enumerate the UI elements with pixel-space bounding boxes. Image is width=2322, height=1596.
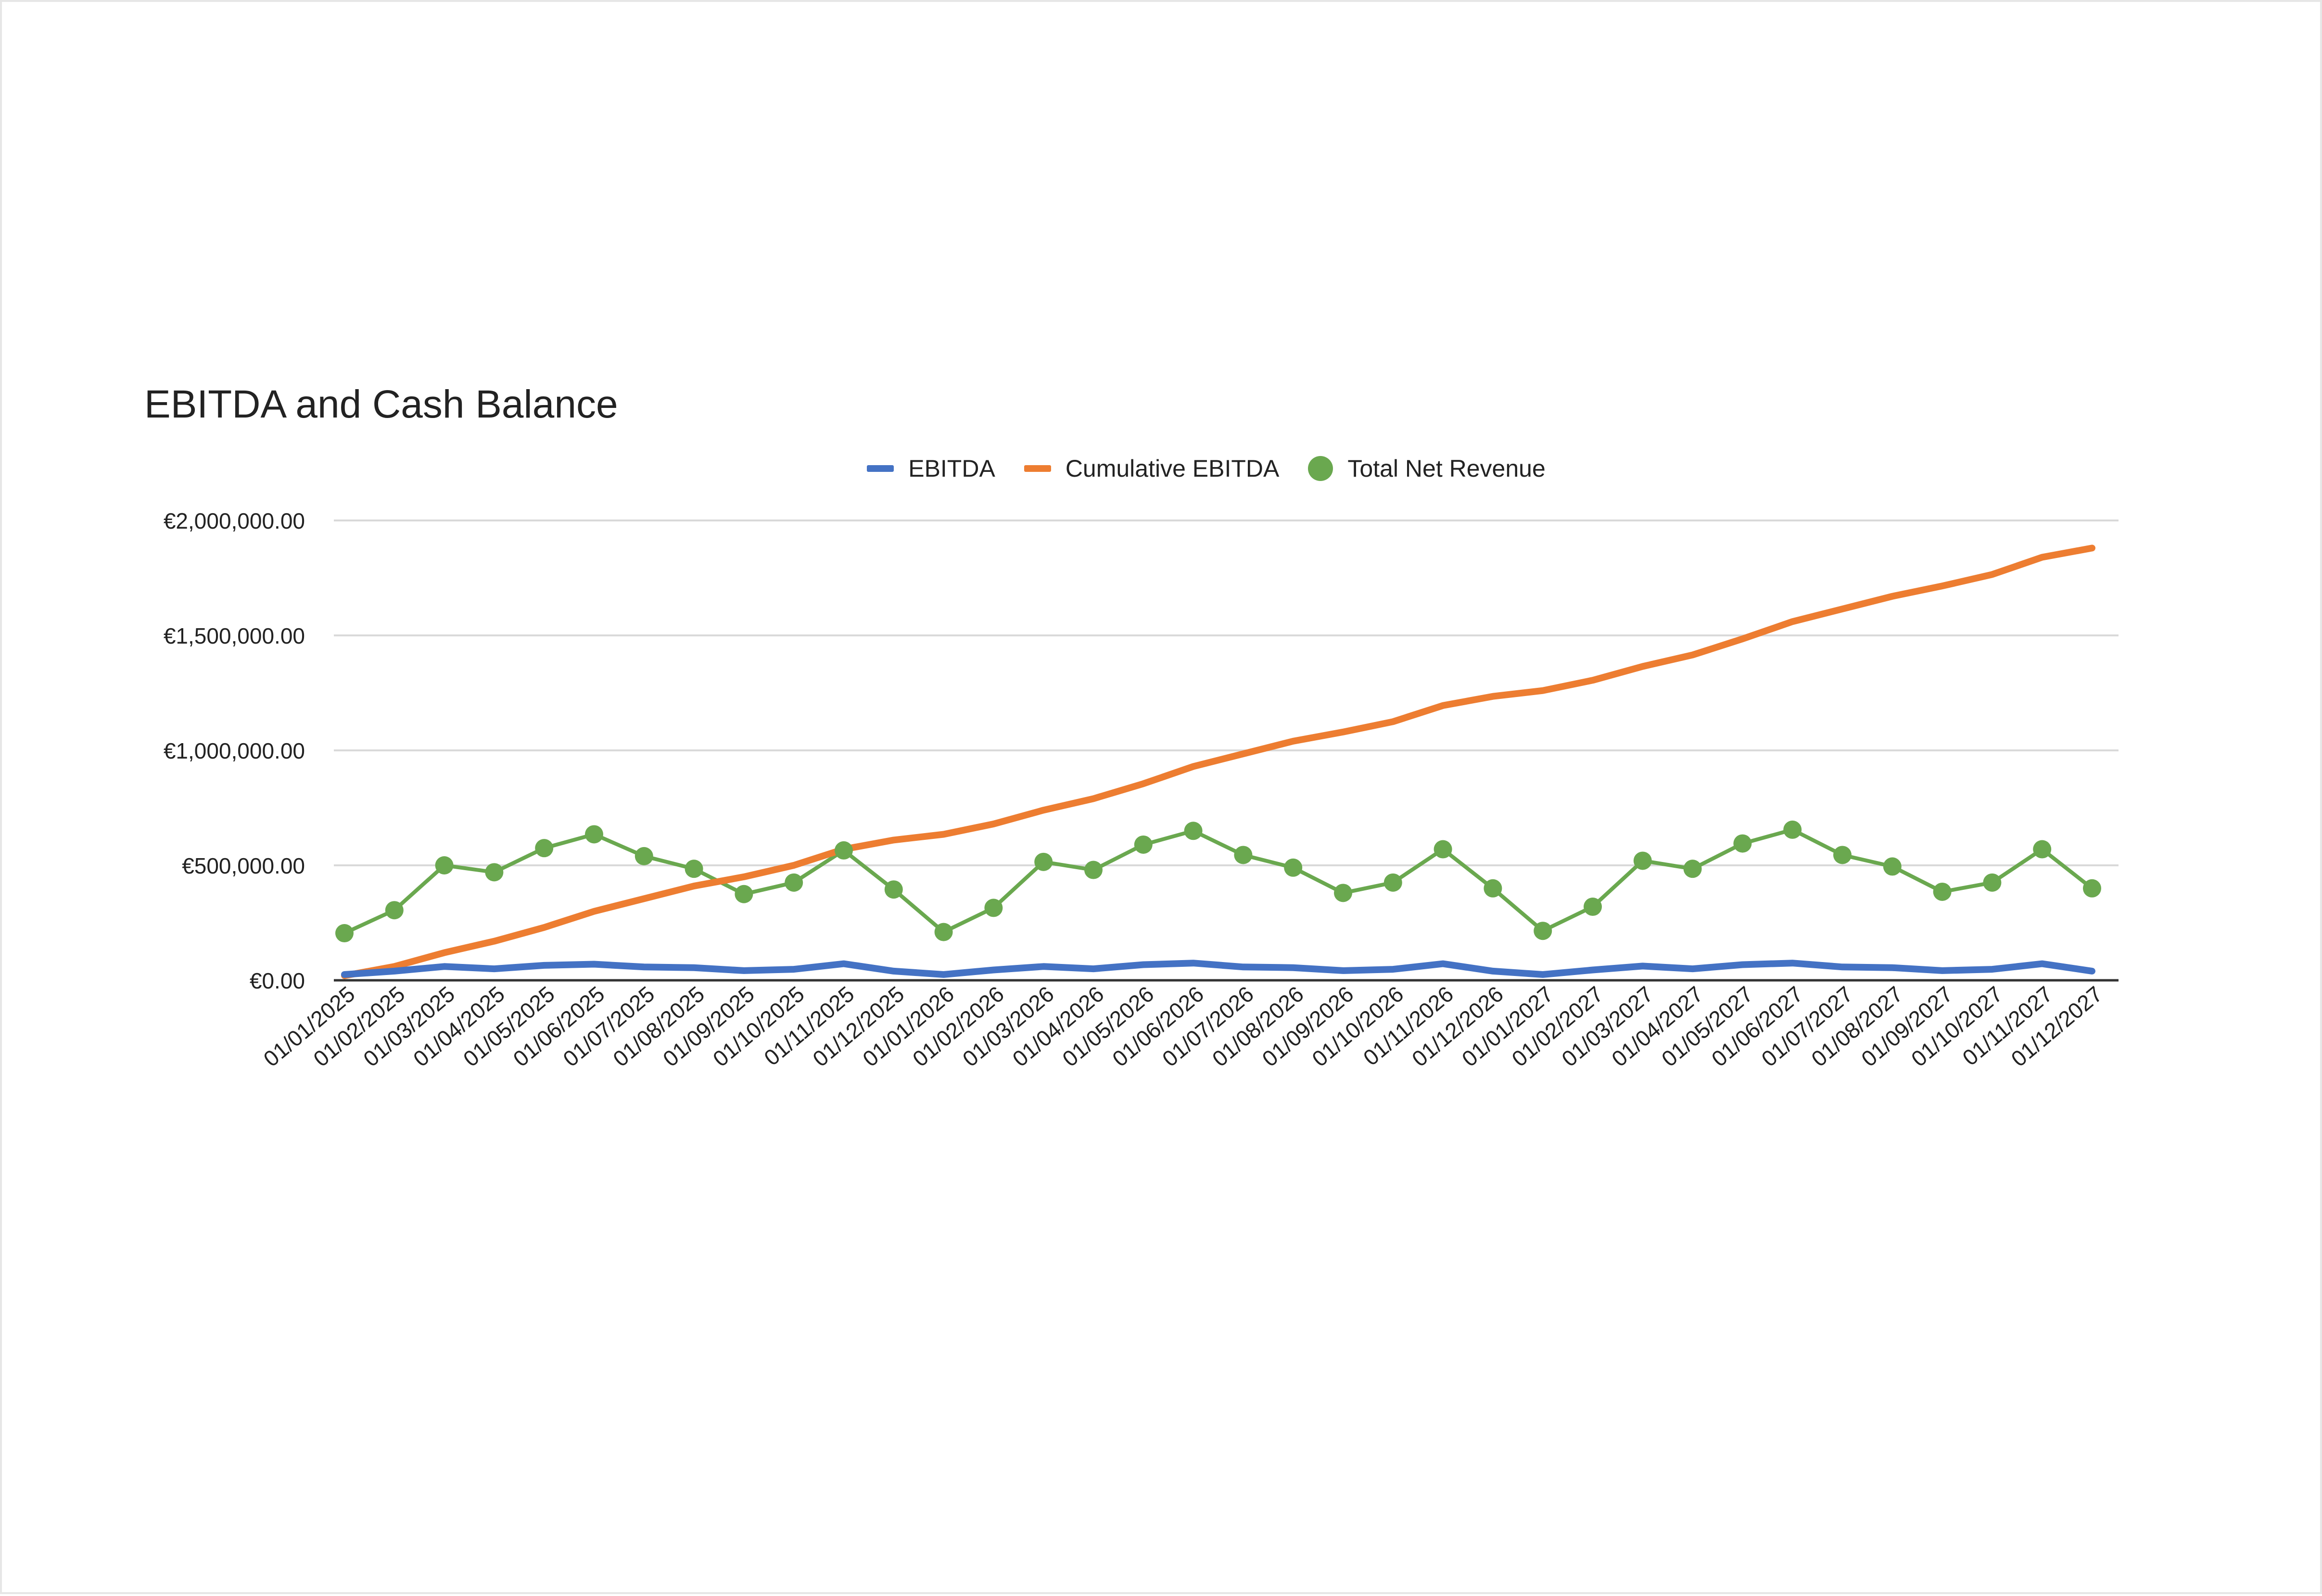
data-point-total-net-revenue (835, 841, 853, 860)
chart-legend: EBITDA Cumulative EBITDA Total Net Reven… (2, 449, 2322, 488)
series-line-cumulative-ebitda (341, 545, 2095, 979)
x-axis-ticks: 01/01/202501/02/202501/03/202501/04/2025… (259, 981, 2107, 1072)
data-point-total-net-revenue (1683, 860, 1702, 878)
data-point-total-net-revenue (1284, 858, 1303, 877)
data-point-total-net-revenue (2033, 840, 2052, 859)
data-point-total-net-revenue (485, 863, 504, 882)
series-lines (341, 545, 2095, 979)
data-point-total-net-revenue (884, 880, 903, 899)
y-tick-label: €500,000.00 (182, 853, 305, 878)
chart-title: EBITDA and Cash Balance (144, 382, 618, 426)
y-axis-ticks: €0.00 €500,000.00 €1,000,000.00 €1,500,000.… (164, 508, 305, 993)
data-point-total-net-revenue (1883, 857, 1902, 876)
legend-swatch-cumulative-ebitda (1024, 465, 1051, 472)
grid-lines (334, 519, 2119, 982)
data-point-total-net-revenue (1983, 873, 2002, 892)
data-point-total-net-revenue (1084, 861, 1103, 879)
series-line-ebitda (341, 960, 2095, 978)
legend-label-total-net-revenue: Total Net Revenue (1347, 455, 1546, 482)
data-point-total-net-revenue (1534, 922, 1552, 940)
legend-label-ebitda: EBITDA (908, 455, 995, 482)
data-point-total-net-revenue (435, 856, 454, 874)
y-tick-label: €2,000,000.00 (164, 508, 305, 533)
data-point-total-net-revenue (785, 873, 803, 892)
y-tick-label: €1,500,000.00 (164, 623, 305, 648)
data-point-total-net-revenue (1933, 882, 1952, 901)
data-point-total-net-revenue (1383, 873, 1402, 892)
data-point-total-net-revenue (735, 885, 753, 903)
data-point-total-net-revenue (1833, 846, 1852, 864)
data-point-total-net-revenue (1584, 898, 1602, 916)
data-point-total-net-revenue (1783, 820, 1802, 839)
legend-item-ebitda[interactable]: EBITDA (867, 455, 995, 482)
data-point-total-net-revenue (1484, 879, 1502, 898)
data-point-total-net-revenue (1633, 851, 1652, 870)
legend-swatch-total-net-revenue (1308, 456, 1333, 481)
data-point-total-net-revenue (1334, 884, 1352, 902)
data-point-total-net-revenue (1134, 835, 1153, 854)
data-point-total-net-revenue (2083, 879, 2101, 898)
data-point-total-net-revenue (1184, 822, 1203, 840)
data-point-total-net-revenue (385, 901, 404, 920)
data-point-total-net-revenue (685, 860, 703, 878)
series-markers (335, 820, 2101, 943)
series-line-total-net-revenue (343, 827, 2094, 935)
y-tick-label: €1,000,000.00 (164, 738, 305, 763)
data-point-total-net-revenue (1234, 846, 1253, 864)
data-point-total-net-revenue (535, 839, 554, 858)
data-point-total-net-revenue (634, 847, 653, 865)
data-point-total-net-revenue (1434, 840, 1452, 859)
data-point-total-net-revenue (1034, 852, 1053, 871)
data-point-total-net-revenue (335, 924, 354, 943)
data-point-total-net-revenue (1733, 834, 1752, 853)
legend-item-total-net-revenue[interactable]: Total Net Revenue (1308, 455, 1546, 482)
y-tick-label: €0.00 (250, 968, 305, 993)
data-point-total-net-revenue (984, 899, 1003, 917)
legend-swatch-ebitda (867, 465, 894, 472)
legend-item-cumulative-ebitda[interactable]: Cumulative EBITDA (1024, 455, 1280, 482)
data-point-total-net-revenue (934, 923, 953, 941)
legend-label-cumulative-ebitda: Cumulative EBITDA (1065, 455, 1280, 482)
data-point-total-net-revenue (585, 825, 603, 844)
